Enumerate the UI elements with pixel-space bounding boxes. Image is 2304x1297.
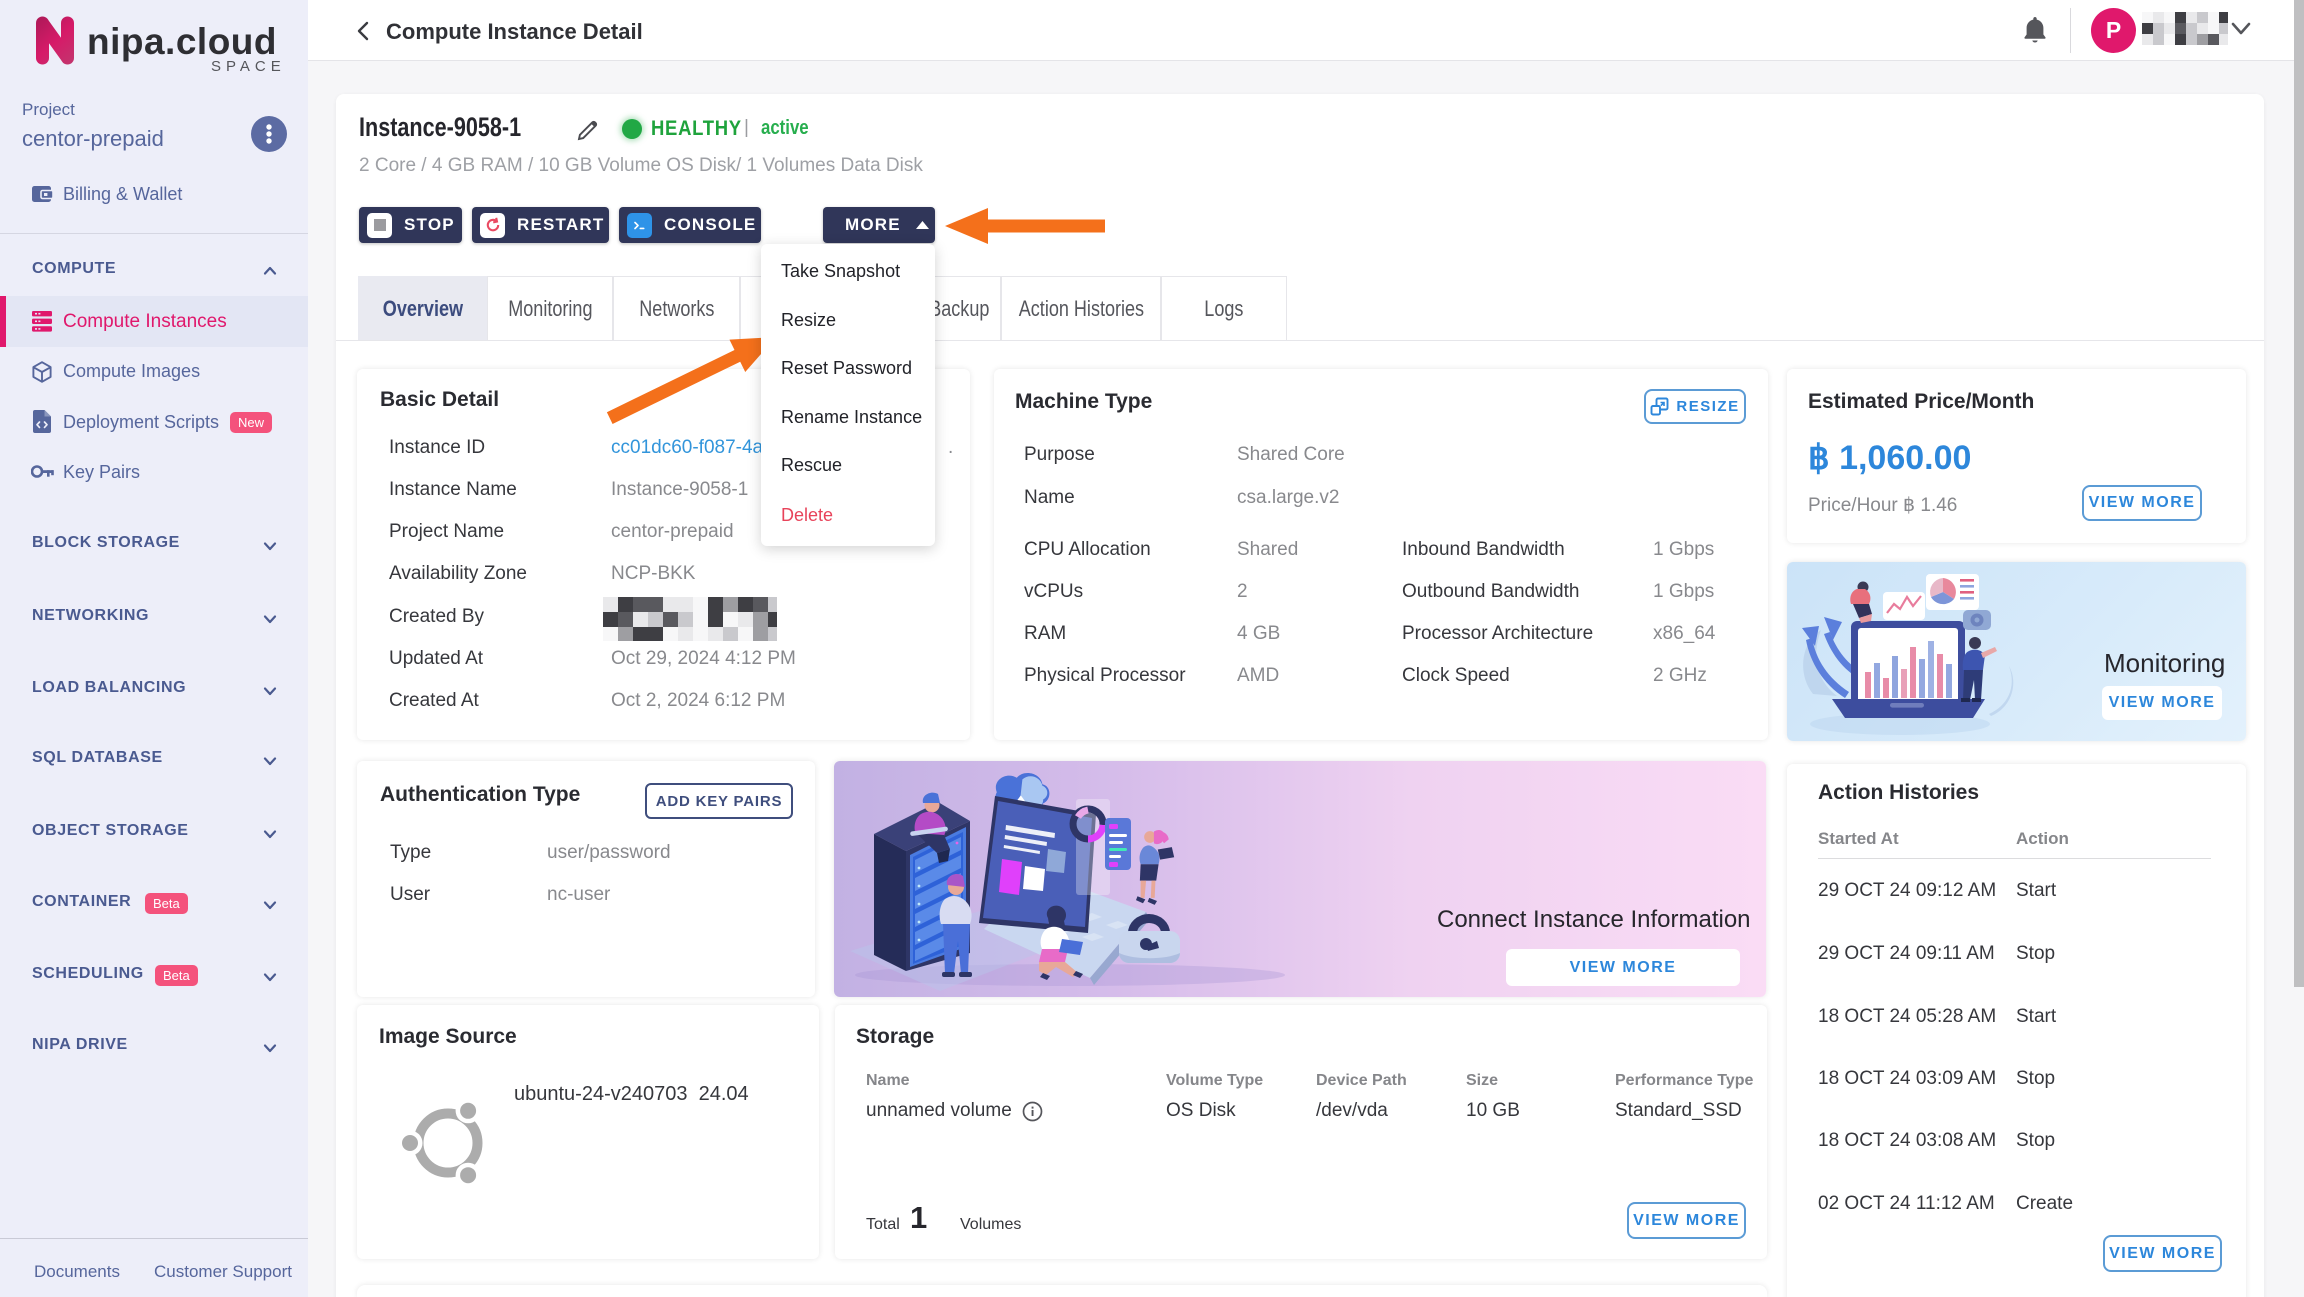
svg-text:nipa.cloud: nipa.cloud <box>87 21 277 62</box>
svg-text:SPACE: SPACE <box>211 58 284 73</box>
